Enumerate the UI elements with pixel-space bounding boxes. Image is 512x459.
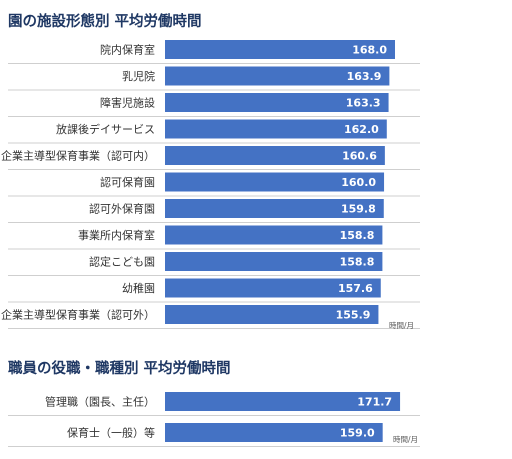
value-label: 171.7 bbox=[357, 396, 392, 409]
bar bbox=[165, 252, 383, 271]
category-label: 保育士（一般）等 bbox=[67, 426, 155, 440]
bar bbox=[165, 66, 390, 86]
value-label: 160.6 bbox=[342, 150, 377, 163]
bar bbox=[165, 172, 385, 192]
category-label: 乳児院 bbox=[122, 69, 155, 83]
category-label: 企業主導型保育事業（認可外） bbox=[1, 308, 155, 322]
chart-title-facility: 園の施設形態別 平均労働時間 bbox=[8, 12, 202, 30]
category-label: 放課後デイサービス bbox=[56, 122, 155, 136]
category-label: 障害児施設 bbox=[100, 96, 155, 110]
value-label: 162.0 bbox=[344, 123, 379, 136]
facility-bar-group: 院内保育室 168.0 乳児院 163.9 障害児施設 163.3 放課後デイサービス 162… bbox=[1, 40, 420, 329]
value-label: 163.3 bbox=[346, 97, 381, 110]
value-label: 160.0 bbox=[341, 176, 376, 189]
bar bbox=[165, 146, 385, 165]
value-label: 158.8 bbox=[340, 256, 375, 269]
category-label: 院内保育室 bbox=[100, 43, 155, 57]
role-bar-group: 管理職（園長、主任） 171.7 保育士（一般）等 159.0 bbox=[8, 392, 420, 447]
category-label: 企業主導型保育事業（認可内） bbox=[1, 149, 155, 163]
value-label: 168.0 bbox=[352, 44, 387, 57]
bar bbox=[165, 119, 387, 139]
category-label: 認可保育園 bbox=[100, 175, 155, 189]
unit-label-facility: 時間/月 bbox=[389, 321, 414, 330]
category-label: 認可外保育園 bbox=[89, 202, 155, 216]
bar bbox=[165, 93, 389, 112]
category-label: 事業所内保育室 bbox=[78, 228, 155, 242]
value-label: 159.0 bbox=[340, 427, 375, 440]
bar bbox=[165, 278, 381, 298]
category-label: 認定こども園 bbox=[89, 255, 155, 269]
value-label: 155.9 bbox=[336, 309, 371, 322]
value-label: 163.9 bbox=[347, 70, 382, 83]
category-label: 幼稚園 bbox=[122, 282, 155, 295]
unit-label-role: 時間/月 bbox=[393, 435, 418, 444]
value-label: 159.8 bbox=[341, 203, 376, 216]
bar bbox=[165, 40, 395, 59]
value-label: 158.8 bbox=[340, 229, 375, 242]
bar bbox=[165, 392, 401, 411]
bar bbox=[165, 225, 383, 245]
value-label: 157.6 bbox=[338, 282, 373, 295]
chart-title-role: 職員の役職・職種別 平均労働時間 bbox=[8, 359, 231, 377]
bar bbox=[165, 199, 384, 218]
bar bbox=[165, 423, 383, 442]
category-label: 管理職（園長、主任） bbox=[45, 395, 155, 409]
bar bbox=[165, 305, 379, 324]
